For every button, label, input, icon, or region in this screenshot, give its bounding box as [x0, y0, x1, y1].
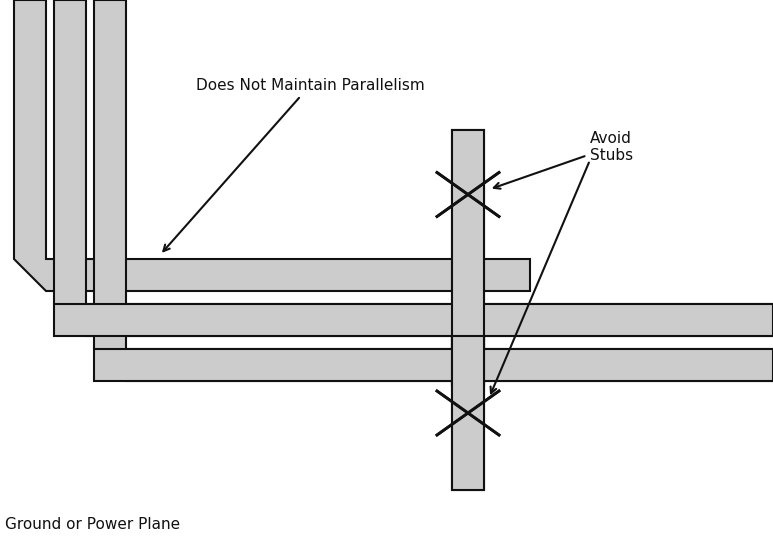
Polygon shape [14, 0, 530, 291]
Polygon shape [452, 130, 484, 385]
Polygon shape [94, 349, 773, 381]
Text: Avoid
Stubs: Avoid Stubs [494, 130, 633, 189]
Polygon shape [452, 336, 484, 490]
Polygon shape [54, 0, 773, 336]
Polygon shape [54, 304, 773, 336]
Text: Does Not Maintain Parallelism: Does Not Maintain Parallelism [163, 78, 424, 251]
Polygon shape [452, 336, 484, 490]
Polygon shape [452, 130, 484, 385]
Polygon shape [94, 0, 773, 381]
Text: Ground or Power Plane: Ground or Power Plane [5, 517, 180, 532]
